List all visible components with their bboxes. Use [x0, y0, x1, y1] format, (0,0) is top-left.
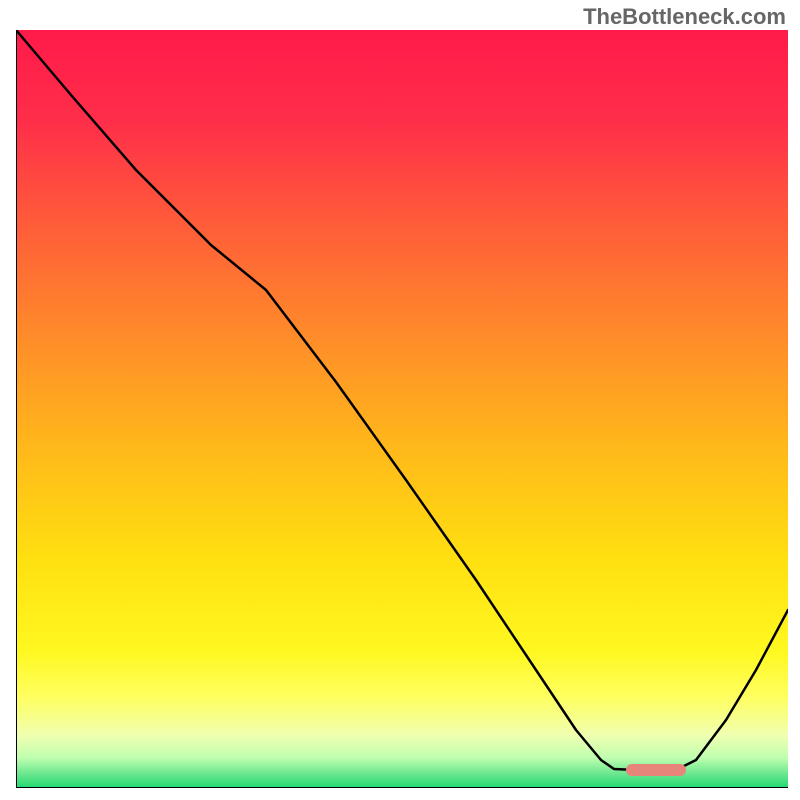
curve-line — [16, 30, 788, 788]
bottleneck-chart — [16, 30, 788, 788]
chart-container: TheBottleneck.com — [0, 0, 800, 800]
watermark-text: TheBottleneck.com — [583, 4, 786, 30]
optimal-marker — [626, 764, 686, 776]
